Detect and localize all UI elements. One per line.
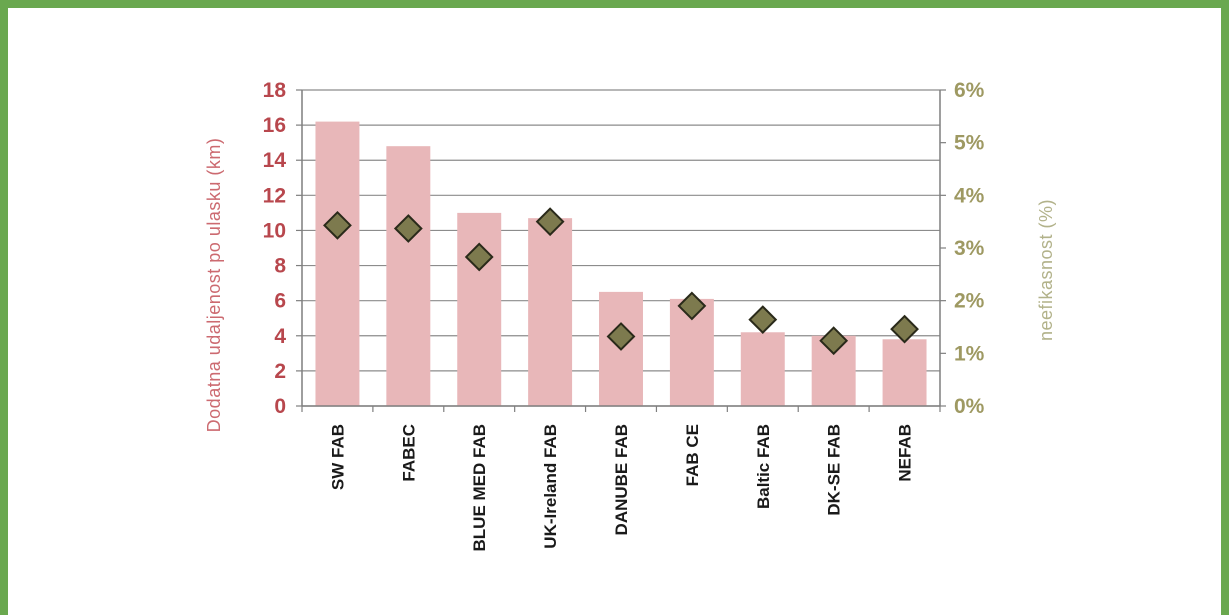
y-tick-label-left-9: 18 [263, 79, 287, 102]
category-label-8: NEFAB [896, 424, 915, 482]
marker-5 [677, 291, 707, 321]
y-tick-label-right-4: 4% [954, 184, 985, 207]
marker-0 [323, 210, 352, 240]
bar-1 [386, 146, 431, 406]
marker-4 [606, 322, 636, 351]
y-tick-label-right-5: 5% [954, 132, 985, 155]
marker-series [323, 207, 919, 356]
category-label-7: DK-SE FAB [825, 424, 844, 516]
marker-7 [819, 326, 849, 356]
bar-2 [457, 212, 502, 406]
marker-1 [393, 214, 423, 243]
marker-6 [748, 305, 778, 335]
category-label-3: UK-Ireland FAB [541, 424, 560, 549]
y-tick-label-right-1: 1% [954, 342, 985, 365]
marker-2 [464, 242, 494, 272]
y-tick-label-right-3: 3% [954, 237, 985, 260]
y-tick-label-right-2: 2% [954, 290, 985, 313]
y-tick-label-left-5: 10 [263, 219, 286, 242]
category-label-1: FABEC [399, 424, 418, 482]
category-label-5: FAB CE [683, 424, 702, 486]
y-axis-title-left: Dodatna udaljenost po ulasku (km) [204, 138, 224, 433]
y-tick-label-left-8: 16 [263, 114, 286, 137]
category-label-2: BLUE MED FAB [470, 424, 489, 552]
y-tick-label-left-2: 4 [274, 325, 286, 348]
y-tick-label-right-6: 6% [954, 79, 985, 102]
y-axis-title-right: neefikasnost (%) [1036, 199, 1056, 341]
category-label-6: Baltic FAB [754, 424, 773, 509]
category-label-0: SW FAB [328, 424, 347, 490]
category-label-4: DANUBE FAB [612, 424, 631, 535]
y-tick-label-left-3: 6 [274, 290, 286, 313]
bar-3 [528, 218, 573, 406]
category-labels: SW FAB FABEC BLUE MED FAB UK-Ireland FAB DAN… [328, 424, 914, 552]
axes [296, 89, 946, 412]
y-tick-label-left-0: 0 [274, 395, 286, 418]
y-tick-label-left-4: 8 [274, 255, 286, 278]
bar-0 [315, 121, 360, 406]
y-tick-label-left-6: 12 [263, 184, 286, 207]
right-axis-ticks: 0% 1% 2% 3% 4% 5% 6% [954, 79, 985, 418]
bar-series [315, 121, 927, 406]
bar-8 [882, 339, 927, 406]
y-tick-label-right-0: 0% [954, 395, 985, 418]
marker-3 [535, 207, 565, 237]
marker-8 [890, 314, 919, 344]
y-tick-label-left-1: 2 [274, 360, 286, 383]
left-axis-ticks: 0 2 4 6 8 10 12 14 16 18 [263, 79, 287, 418]
bar-6 [740, 332, 785, 406]
y-tick-label-left-7: 14 [263, 149, 287, 172]
